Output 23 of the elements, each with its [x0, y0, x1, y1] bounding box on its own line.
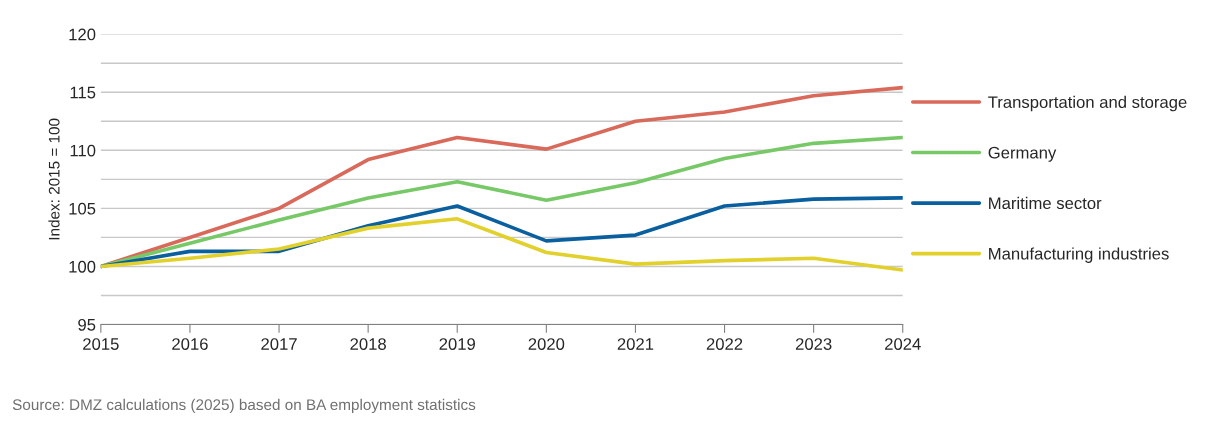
y-tick-label: 95: [78, 318, 96, 331]
y-tick-label: 105: [69, 202, 96, 215]
y-axis-title: Index: 2015 = 100: [48, 118, 60, 240]
legend-label: Transportation and storage: [988, 95, 1187, 112]
legend-label: Manufacturing industries: [989, 247, 1169, 263]
x-tick-label: 2020: [528, 338, 565, 350]
x-tick-label: 2021: [617, 338, 654, 350]
legend-label: Maritime sector: [989, 196, 1102, 210]
x-tick-label: 2018: [350, 338, 386, 350]
x-tick-label: 2023: [795, 338, 832, 350]
y-tick-label: 100: [69, 260, 96, 273]
x-tick-label: 2024: [885, 338, 921, 350]
y-tick-label: 120: [69, 28, 96, 41]
y-tick-label: 110: [70, 144, 96, 157]
x-tick-label: 2019: [439, 338, 475, 350]
source-note: Source: DMZ calculations (2025) based on BA employment statistics: [12, 398, 476, 414]
x-tick-label: 2022: [706, 338, 743, 350]
legend-label: Germany: [988, 146, 1057, 162]
x-tick-label: 2015: [83, 338, 119, 350]
x-tick-label: 2016: [172, 338, 208, 350]
y-tick-label: 115: [70, 86, 96, 99]
x-tick-label: 2017: [261, 338, 297, 350]
line-series: [100, 217, 903, 272]
